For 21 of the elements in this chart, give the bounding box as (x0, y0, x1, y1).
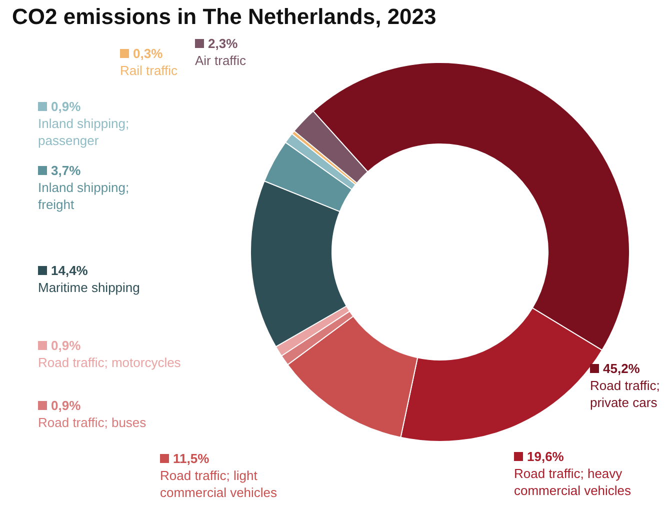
legend-label: Rail traffic (120, 63, 178, 78)
data-label: 0,9% (50, 337, 82, 354)
data-label: 0,3% (133, 46, 163, 61)
data-label: 14,4% (50, 262, 89, 279)
data-label: 0,9% (50, 98, 82, 115)
legend-label: Road traffic; light commercial vehicles (160, 468, 278, 500)
legend-label: Road traffic; heavy commercial vehicles (514, 466, 632, 498)
legend-label: Inland shipping; passenger (38, 116, 130, 148)
legend-label: Road traffic; private cars (590, 378, 660, 410)
legend-label: Road traffic; motorcycles (38, 355, 181, 370)
data-label: 0,9% (50, 397, 82, 414)
data-label: 19,6% (526, 448, 565, 465)
legend-label: Air traffic (195, 53, 246, 68)
legend-label: Inland shipping; freight (38, 180, 130, 212)
chart-title: CO2 emissions in The Netherlands, 2023 (12, 4, 436, 30)
data-label: 2,3% (207, 35, 239, 52)
data-label: 11,5% (172, 450, 210, 467)
data-label: 3,7% (50, 162, 82, 179)
legend-label: Maritime shipping (38, 280, 140, 295)
legend-label: Road traffic; buses (38, 415, 146, 430)
data-label: 45,2% (602, 360, 641, 377)
